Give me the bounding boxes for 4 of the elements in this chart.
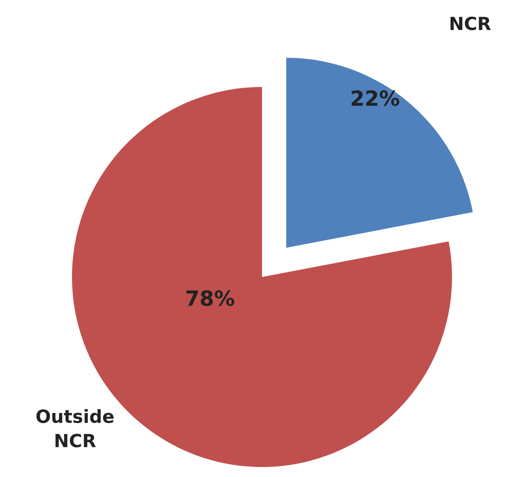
slice-label: NCR: [450, 16, 491, 30]
data-label: 22%: [352, 90, 400, 106]
data-label: 78%: [186, 290, 234, 306]
slice-label: Outside NCR: [36, 409, 114, 448]
